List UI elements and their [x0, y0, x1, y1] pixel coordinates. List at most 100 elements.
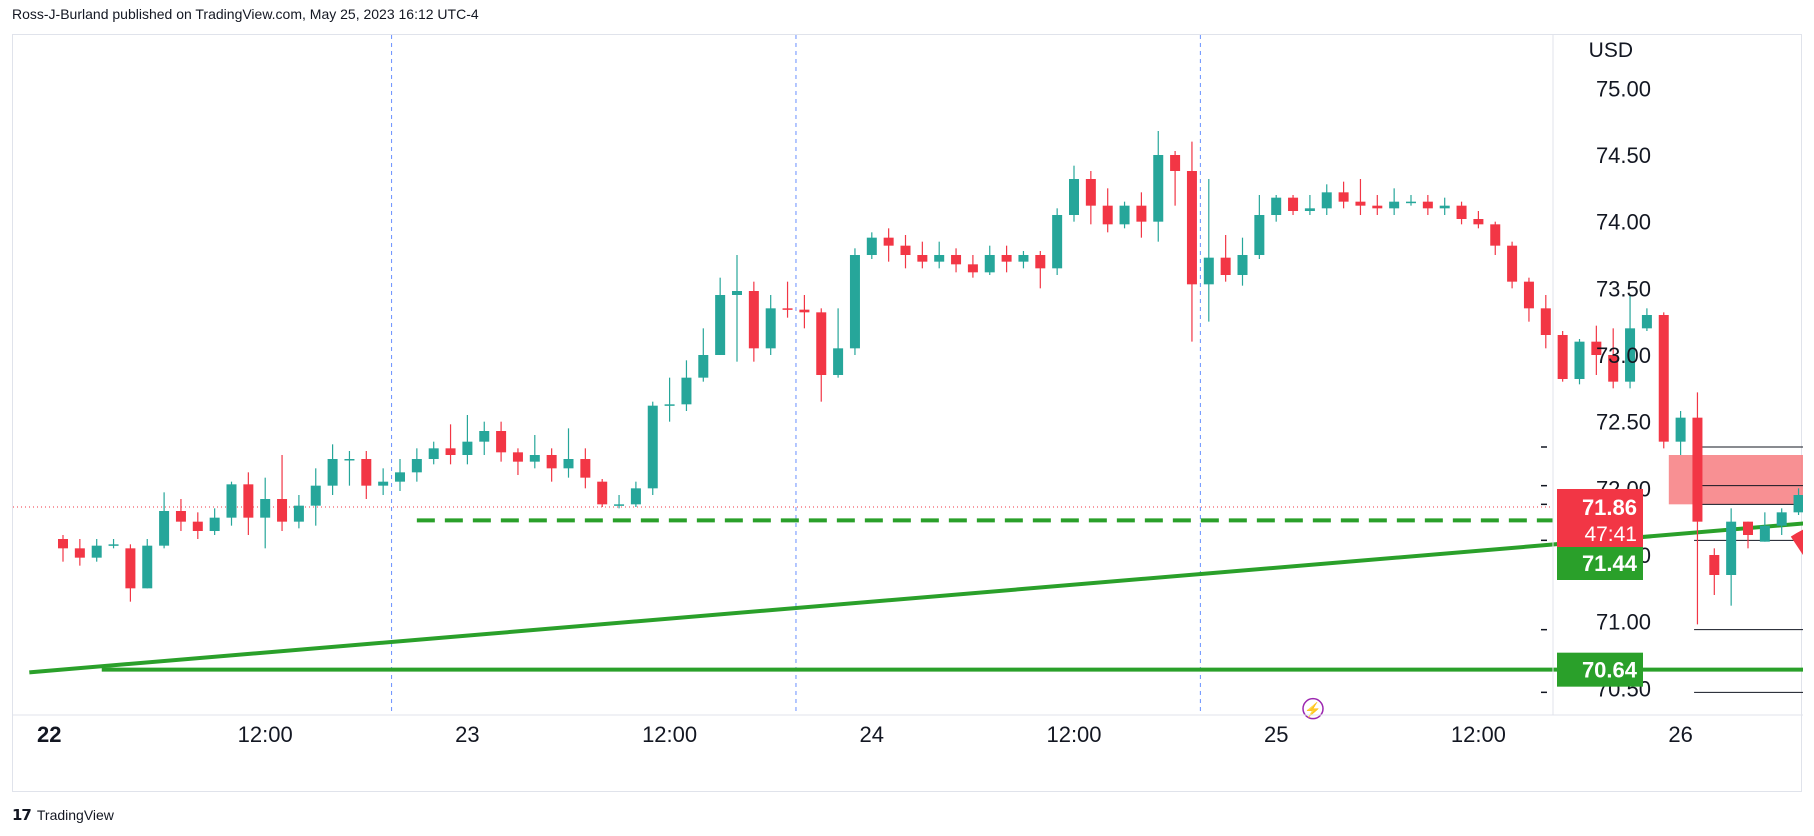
- candle-body: [1608, 355, 1619, 382]
- candle-body: [1692, 417, 1703, 522]
- candle-body: [512, 452, 523, 462]
- candle-body: [1321, 192, 1332, 209]
- candle-body: [327, 459, 338, 486]
- x-tick-label: 22: [37, 722, 61, 747]
- y-tick-label: 73.50: [1596, 276, 1651, 301]
- candle-body: [1422, 201, 1433, 209]
- candle-body: [428, 448, 439, 459]
- candle-body: [1743, 521, 1753, 535]
- candle-body: [1355, 201, 1366, 206]
- candle-body: [277, 499, 288, 522]
- candle-body: [411, 459, 422, 473]
- candle-body: [1490, 224, 1501, 246]
- tradingview-logo-icon: 𝟭𝟳: [12, 807, 32, 824]
- candle-body: [496, 431, 507, 453]
- candle-body: [1591, 341, 1602, 355]
- candle-body: [1186, 171, 1197, 285]
- candle-body: [226, 484, 237, 518]
- candle-body: [630, 488, 641, 505]
- currency-label: USD: [1589, 39, 1633, 62]
- candle-body: [529, 455, 540, 462]
- candle-body: [462, 441, 473, 455]
- candle-body: [125, 548, 136, 589]
- candle-body: [816, 312, 827, 375]
- forecast-arrow: [1790, 529, 1803, 556]
- candle-body: [732, 291, 742, 295]
- chart-frame[interactable]: 0.786(72.31)0.618(72.02)0.5(0.382(71.61)…: [12, 34, 1803, 793]
- candle-body: [395, 472, 405, 482]
- candle-body: [1288, 197, 1299, 211]
- y-tick-label: 74.50: [1596, 143, 1651, 168]
- candle-body: [1254, 215, 1265, 255]
- candle-body: [698, 355, 709, 378]
- candle-body: [310, 485, 321, 506]
- candle-body: [951, 255, 962, 265]
- footer: 𝟭𝟳 TradingView: [12, 806, 114, 824]
- candle-body: [1675, 417, 1686, 442]
- countdown-label: 47:41: [1584, 523, 1637, 546]
- candle-body: [546, 455, 557, 469]
- candle-body: [1372, 205, 1383, 209]
- candle-body: [1726, 521, 1737, 575]
- y-tick-label: 72.50: [1596, 410, 1651, 435]
- candle-body: [293, 505, 304, 522]
- brand-label: TradingView: [36, 807, 114, 823]
- y-tick-label: 71.00: [1596, 610, 1651, 635]
- y-tick-label: 74.00: [1596, 210, 1651, 235]
- candle-body: [1473, 219, 1484, 225]
- candle-body: [1237, 255, 1248, 275]
- candle-body: [967, 264, 978, 273]
- price-tag-support: [1557, 652, 1643, 687]
- candle-body: [1271, 197, 1282, 215]
- candle-body: [580, 459, 591, 478]
- candle-body: [597, 481, 608, 505]
- candle-body: [1557, 335, 1568, 379]
- x-tick-label: 12:00: [238, 722, 293, 747]
- candle-body: [1304, 208, 1315, 211]
- candle-body: [1759, 525, 1770, 542]
- candle-body: [74, 548, 85, 558]
- candle-body: [934, 255, 945, 262]
- candle-body: [782, 308, 793, 310]
- candle-body: [1439, 205, 1450, 209]
- candle-body: [479, 431, 490, 442]
- candle-body: [664, 404, 675, 406]
- last-price-label: 71.86: [1582, 495, 1637, 520]
- candle-body: [243, 484, 254, 518]
- candle-body: [344, 459, 355, 461]
- candle-body: [192, 521, 203, 531]
- candle-body: [1052, 215, 1063, 269]
- candle-body: [917, 255, 928, 262]
- candle-body: [142, 545, 153, 589]
- candle-body: [1625, 328, 1636, 382]
- candle-body: [866, 237, 877, 255]
- candle-body: [378, 481, 389, 486]
- candle-body: [1102, 205, 1113, 225]
- candle-body: [1136, 205, 1147, 222]
- candle-body: [1153, 155, 1164, 222]
- candle-body: [1069, 179, 1079, 215]
- candle-body: [1540, 308, 1551, 335]
- y-tick-label: 73.00: [1596, 343, 1651, 368]
- x-tick-label: 12:00: [642, 722, 697, 747]
- publish-header: Ross-J-Burland published on TradingView.…: [12, 6, 479, 22]
- candle-body: [1119, 205, 1130, 225]
- candle-body: [1406, 201, 1416, 204]
- candle-body: [1203, 257, 1214, 285]
- price-tag-label: 70.64: [1582, 658, 1638, 683]
- lightning-icon: ⚡: [1304, 702, 1321, 719]
- candle-body: [1001, 255, 1012, 262]
- price-tag-label: 71.44: [1582, 551, 1638, 576]
- candle-body: [1018, 255, 1029, 262]
- candle-body: [1776, 512, 1787, 526]
- candle-body: [1793, 495, 1803, 513]
- candle-body: [984, 255, 995, 273]
- candle-body: [445, 448, 456, 455]
- candle-body: [765, 308, 776, 349]
- candlestick-chart[interactable]: 0.786(72.31)0.618(72.02)0.5(0.382(71.61)…: [13, 35, 1803, 793]
- candle-body: [209, 517, 220, 531]
- candle-body: [883, 237, 894, 246]
- x-tick-label: 12:00: [1046, 722, 1101, 747]
- candle-body: [1658, 315, 1669, 442]
- x-tick-label: 23: [455, 722, 479, 747]
